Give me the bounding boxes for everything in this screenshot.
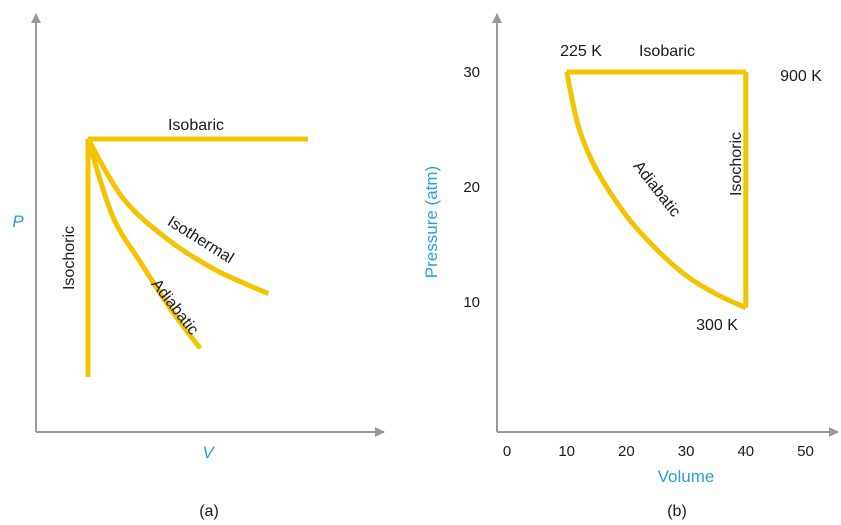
chart-b-xtick-label: 30	[678, 443, 695, 460]
chart-a-curves	[85, 136, 308, 377]
chart-a: P V Isobaric Isothermal Adiabatic Isocho…	[12, 13, 385, 520]
chart-a-caption: (a)	[199, 503, 219, 520]
chart-b-label-adiabatic: Adiabatic	[630, 158, 684, 220]
chart-b-ytick-label: 30	[463, 64, 480, 81]
chart-b-point-label-300k: 300 K	[696, 317, 738, 334]
chart-a-label-adiabatic: Adiabatic	[148, 276, 202, 338]
chart-b-xtick-label: 20	[618, 443, 635, 460]
chart-a-curve-adiabatic	[85, 138, 203, 350]
chart-b-xtick-label: 50	[797, 443, 814, 460]
chart-a-xlabel: V	[202, 443, 215, 462]
chart-b-caption: (b)	[667, 503, 687, 520]
chart-b-xtick-label: 40	[737, 443, 754, 460]
chart-a-curve-isothermal	[85, 137, 270, 296]
chart-b-point-label-900k: 900 K	[780, 68, 822, 85]
chart-b-xlabel: Volume	[658, 467, 715, 486]
chart-b-curves	[564, 69, 749, 311]
chart-b-label-isobaric: Isobaric	[639, 43, 695, 60]
chart-b-xtick-label: 0	[503, 443, 511, 460]
chart-a-ylabel: P	[12, 212, 24, 231]
chart-b-curve-adiabatic	[564, 71, 747, 311]
chart-b-ticks: 0 10 20 30 40 50 10 20 30	[463, 64, 814, 460]
chart-b-label-isochoric: Isochoric	[728, 132, 745, 196]
chart-a-label-isobaric: Isobaric	[168, 117, 224, 134]
chart-b-xtick-label: 10	[558, 443, 575, 460]
chart-b-point-label-225k: 225 K	[560, 43, 602, 60]
chart-b-ylabel: Pressure (atm)	[422, 166, 441, 278]
chart-a-label-isochoric: Isochoric	[61, 226, 78, 290]
chart-b-ytick-label: 10	[463, 294, 480, 311]
chart-b-ytick-label: 20	[463, 179, 480, 196]
